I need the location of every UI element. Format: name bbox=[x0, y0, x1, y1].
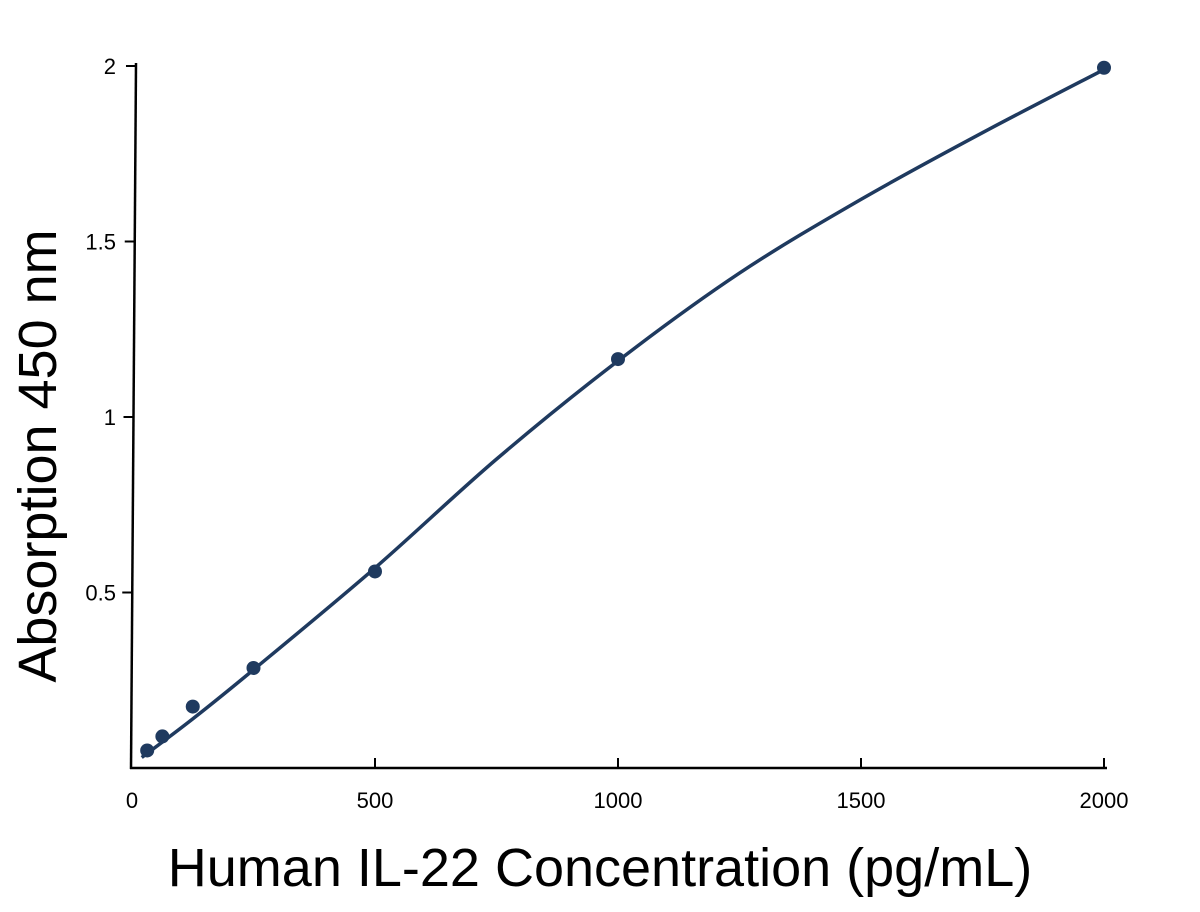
plot-area bbox=[140, 60, 1111, 759]
x-axis-ticks: 0 500 1000 1500 2000 bbox=[126, 758, 1129, 813]
y-axis-line bbox=[129, 62, 138, 770]
data-point bbox=[140, 743, 155, 758]
data-point bbox=[611, 352, 625, 367]
y-tick-label: 1 bbox=[104, 405, 116, 430]
fit-curve bbox=[140, 67, 1105, 759]
data-point bbox=[246, 660, 261, 675]
y-tick-label: 2 bbox=[104, 54, 116, 79]
x-tick-label: 2000 bbox=[1080, 788, 1129, 813]
y-tick-label: 0.5 bbox=[85, 581, 116, 606]
axes bbox=[129, 62, 1107, 770]
data-point bbox=[155, 729, 170, 744]
x-tick-label: 0 bbox=[126, 788, 138, 813]
y-tick-label: 1.5 bbox=[85, 230, 116, 255]
y-axis-ticks: 0.5 1 1.5 2 bbox=[85, 54, 136, 606]
data-point bbox=[1097, 60, 1111, 75]
x-tick-label: 1000 bbox=[594, 788, 643, 813]
data-point bbox=[185, 699, 200, 714]
data-point bbox=[368, 564, 382, 579]
x-tick-label: 1500 bbox=[837, 788, 886, 813]
y-axis-title: Absorption 450 nm bbox=[8, 229, 68, 682]
x-axis-title: Human IL-22 Concentration (pg/mL) bbox=[168, 838, 1032, 898]
x-tick-label: 500 bbox=[357, 788, 394, 813]
